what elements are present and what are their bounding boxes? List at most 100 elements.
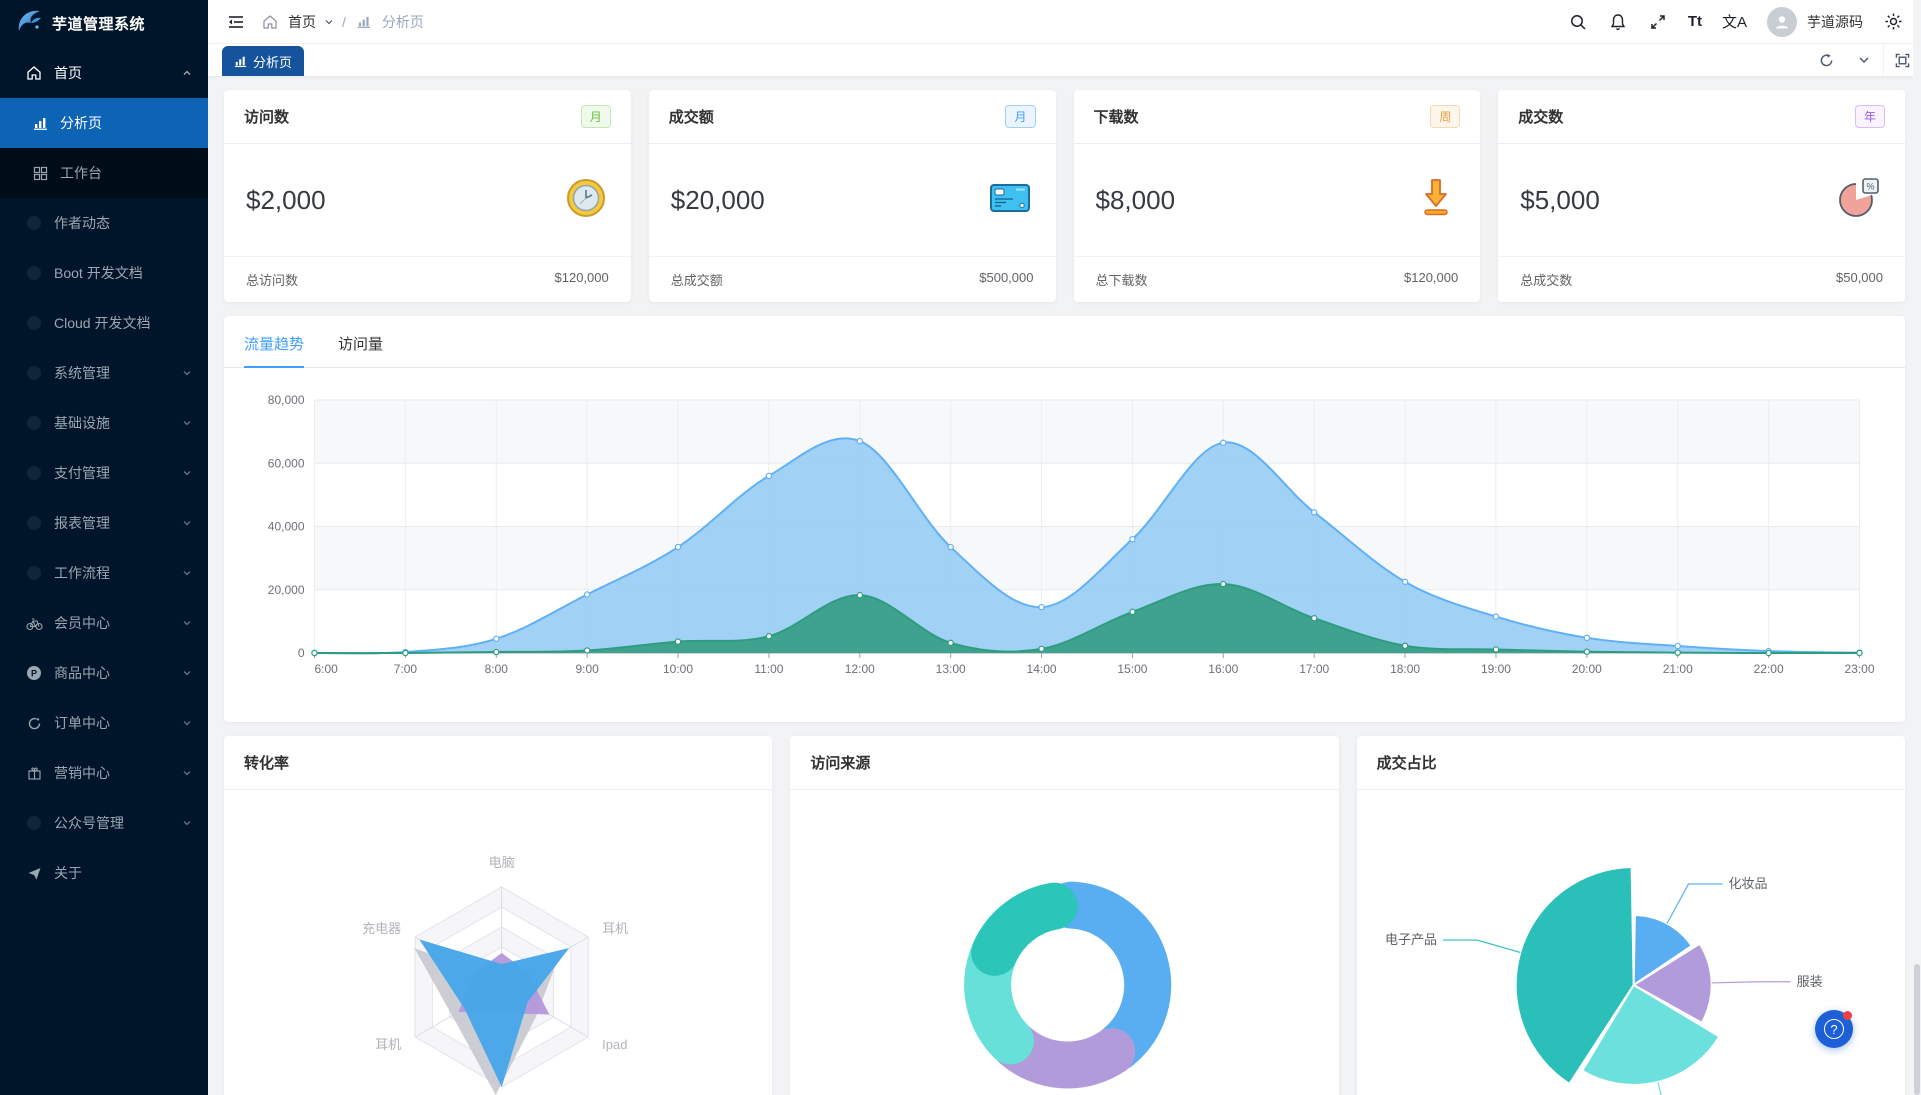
bar-chart-icon <box>354 12 374 32</box>
scrollbar-thumb[interactable] <box>1914 963 1920 1095</box>
chevron-down-icon <box>182 768 192 778</box>
stat-card-turnover: 成交额 月 $20,000 总成交额 $500,000 <box>648 90 1056 302</box>
app-logo[interactable]: 芋道管理系统 <box>0 0 208 46</box>
sidebar-item-cloud-docs[interactable]: Cloud 开发文档 <box>0 298 208 348</box>
stat-card-downloads: 下载数 周 $8,000 总下载数 $120,000 <box>1073 90 1481 302</box>
dot-icon <box>24 814 44 832</box>
username[interactable]: 芋道源码 <box>1807 13 1863 30</box>
svg-text:8:00: 8:00 <box>485 662 509 676</box>
sidebar-item-workbench[interactable]: 工作台 <box>0 148 208 198</box>
pie-icon: % <box>1837 177 1881 224</box>
stat-footer-value: $120,000 <box>554 270 609 285</box>
breadcrumb-current: 分析页 <box>381 13 424 30</box>
bell-icon[interactable] <box>1608 12 1628 32</box>
chevron-up-icon <box>182 68 192 78</box>
stat-card-visits: 访问数 月 $2,000 总访问数 $120,000 <box>224 90 631 302</box>
gear-icon[interactable] <box>1883 12 1903 32</box>
svg-text:20:00: 20:00 <box>1572 662 1602 676</box>
tab-visit-volume[interactable]: 访问量 <box>338 336 384 353</box>
sidebar-item-report[interactable]: 报表管理 <box>0 498 208 548</box>
sidebar-item-label: 工作流程 <box>54 565 110 581</box>
avatar[interactable] <box>1767 6 1797 37</box>
svg-text:19:00: 19:00 <box>1481 662 1511 676</box>
svg-text:电脑: 电脑 <box>489 855 515 870</box>
dot-icon <box>24 514 44 532</box>
svg-text:化妆品: 化妆品 <box>1728 876 1767 891</box>
question-icon: ? <box>1824 1019 1844 1039</box>
period-badge: 月 <box>1005 105 1036 128</box>
chevron-down-icon <box>182 368 192 378</box>
card-title: 访问来源 <box>790 736 1339 790</box>
tabs-controls <box>1807 44 1921 76</box>
sidebar-item-author-news[interactable]: 作者动态 <box>0 198 208 248</box>
topbar: 首页 / 分析页 Tt 文A 芋道源码 <box>208 0 1921 44</box>
sidebar-item-label: 支付管理 <box>54 465 110 481</box>
breadcrumb-home[interactable]: 首页 <box>288 13 316 30</box>
dot-icon <box>24 214 44 232</box>
font-size-icon[interactable]: Tt <box>1687 13 1702 30</box>
sidebar-item-about[interactable]: 关于 <box>0 848 208 898</box>
sidebar-item-infra[interactable]: 基础设施 <box>0 398 208 448</box>
sidebar-item-pay[interactable]: 支付管理 <box>0 448 208 498</box>
stat-footer-value: $500,000 <box>979 270 1034 285</box>
breadcrumb-separator: / <box>342 13 346 30</box>
conversion-radar-chart: 电脑耳机Ipad手机耳机充电器 <box>224 790 772 1095</box>
chevron-down-icon <box>182 718 192 728</box>
stat-footer-value: $120,000 <box>1404 270 1459 285</box>
sidebar-item-system[interactable]: 系统管理 <box>0 348 208 398</box>
svg-text:60,000: 60,000 <box>268 456 305 470</box>
home-icon[interactable] <box>260 12 280 32</box>
stat-card-title: 下载数 <box>1093 109 1139 126</box>
notification-dot <box>1843 1011 1852 1020</box>
stat-cards-row: 访问数 月 $2,000 总访问数 $120,000 成交额 月 $20,000 <box>224 90 1905 302</box>
sidebar-item-boot-docs[interactable]: Boot 开发文档 <box>0 248 208 298</box>
tab-traffic-trend[interactable]: 流量趋势 <box>244 333 305 368</box>
stat-footer-label: 总成交额 <box>670 273 723 288</box>
svg-text:21:00: 21:00 <box>1663 662 1693 676</box>
sidebar-item-home[interactable]: 首页 <box>0 48 208 98</box>
sidebar-item-member[interactable]: 会员中心 <box>0 598 208 648</box>
sidebar-item-label: 首页 <box>54 65 82 81</box>
refresh-icon[interactable] <box>1807 44 1845 76</box>
traffic-trend-chart: 0 20,000 40,000 60,000 80,000 6:00 7:00 8:00 9:0… <box>224 368 1905 719</box>
svg-text:17:00: 17:00 <box>1299 662 1329 676</box>
locale-icon[interactable]: 文A <box>1721 14 1747 31</box>
tab-analysis[interactable]: 分析页 <box>222 46 305 76</box>
chevron-down-icon <box>182 618 192 628</box>
fullscreen-icon[interactable] <box>1648 12 1668 32</box>
chevron-down-icon <box>182 568 192 578</box>
sidebar-submenu-home: 分析页 工作台 <box>0 98 208 198</box>
chevron-down-icon[interactable] <box>1845 44 1883 76</box>
search-icon[interactable] <box>1568 12 1588 32</box>
sidebar-item-analysis[interactable]: 分析页 <box>0 98 208 148</box>
svg-text:9:00: 9:00 <box>575 662 599 676</box>
page-scrollbar[interactable] <box>1913 0 1921 1095</box>
paper-plane-icon <box>24 864 44 882</box>
sidebar-item-label: 报表管理 <box>54 515 110 531</box>
tab-label: 分析页 <box>253 54 293 70</box>
menu-fold-icon[interactable] <box>226 12 246 32</box>
chevron-down-icon <box>325 19 333 24</box>
svg-text:18:00: 18:00 <box>1390 662 1420 676</box>
logo-icon <box>14 6 44 41</box>
sidebar-item-workflow[interactable]: 工作流程 <box>0 548 208 598</box>
dot-icon <box>24 364 44 382</box>
stat-footer-label: 总下载数 <box>1095 273 1148 288</box>
stat-footer-value: $50,000 <box>1836 270 1883 285</box>
sidebar-item-order[interactable]: 订单中心 <box>0 698 208 748</box>
help-button[interactable]: ? <box>1815 1010 1853 1048</box>
sidebar-item-label: 系统管理 <box>54 365 110 381</box>
sidebar-item-marketing[interactable]: 营销中心 <box>0 748 208 798</box>
sidebar-item-official-account[interactable]: 公众号管理 <box>0 798 208 848</box>
home-icon <box>24 64 44 82</box>
svg-text:%: % <box>1866 181 1874 191</box>
sidebar-item-label: 商品中心 <box>54 665 110 681</box>
topbar-actions: Tt 文A 芋道源码 <box>1568 6 1903 37</box>
svg-text:耳机: 耳机 <box>375 1037 401 1052</box>
maximize-icon[interactable] <box>1883 44 1921 76</box>
dot-icon <box>24 314 44 332</box>
bar-chart-icon <box>30 114 50 132</box>
svg-text:7:00: 7:00 <box>394 662 418 676</box>
sidebar-item-label: 订单中心 <box>54 715 110 731</box>
sidebar-item-product[interactable]: P 商品中心 <box>0 648 208 698</box>
